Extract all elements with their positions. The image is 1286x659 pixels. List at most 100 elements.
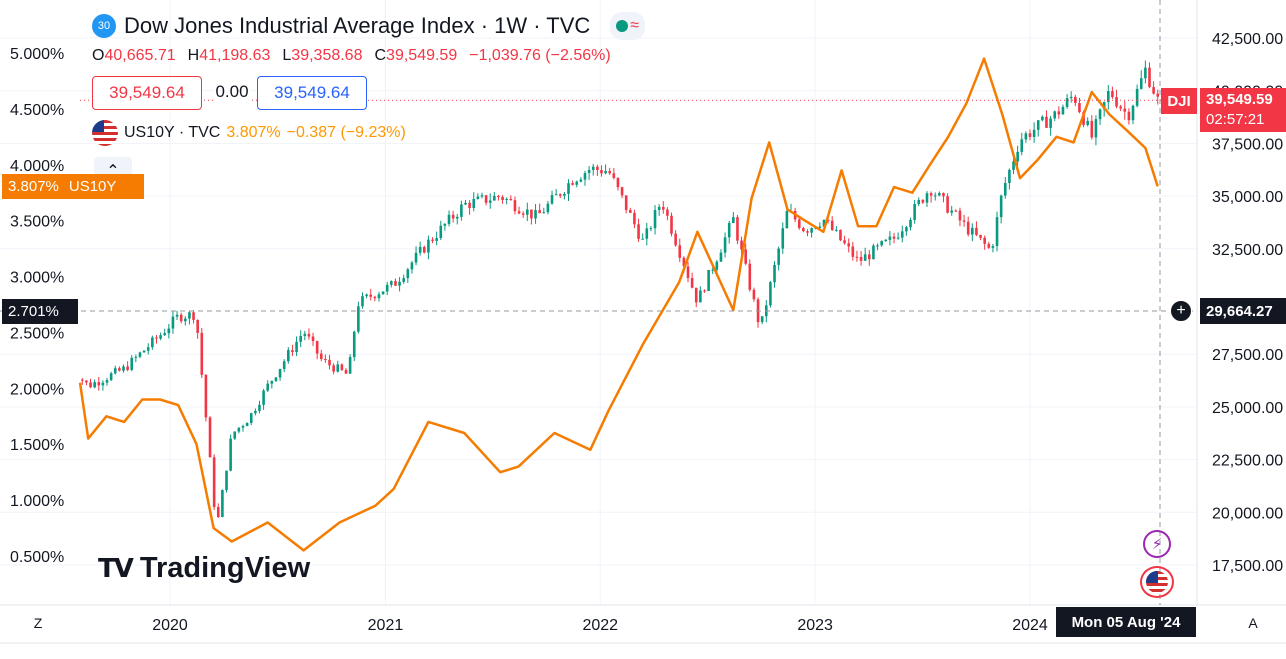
- candle-body: [493, 195, 496, 201]
- candle-body: [480, 195, 484, 197]
- candle-body: [488, 200, 492, 203]
- x-tick-label: 2023: [797, 617, 833, 634]
- candle-body: [229, 438, 232, 471]
- x-tick-label: 2021: [368, 617, 404, 634]
- candle-body: [262, 390, 265, 405]
- candle-body: [530, 209, 533, 219]
- add-alert-plus-icon[interactable]: +: [1170, 300, 1192, 322]
- right-tick-label: 42,500.00: [1212, 31, 1283, 48]
- candle-body: [1078, 102, 1081, 113]
- main-legend: 30 Dow Jones Industrial Average Index · …: [92, 12, 646, 70]
- buy-button[interactable]: 39,549.64: [257, 76, 367, 110]
- candle-body: [909, 219, 912, 228]
- candle-body: [1024, 133, 1028, 140]
- candle-body: [612, 173, 616, 178]
- candle-body: [987, 243, 991, 248]
- candle-body: [1102, 102, 1106, 110]
- low-value: 39,358.68: [291, 47, 363, 64]
- candle-body: [991, 246, 995, 248]
- candle-body: [369, 294, 373, 297]
- us-economic-event-icon[interactable]: [1140, 566, 1174, 598]
- compare-legend[interactable]: US10Y · TVC 3.807% −0.387 (−9.23%): [92, 120, 406, 146]
- candle-body: [435, 238, 438, 241]
- left-tick-label: 2.500%: [10, 325, 64, 342]
- candle-body: [443, 223, 447, 226]
- candle-body: [142, 350, 146, 353]
- candle-body: [324, 359, 327, 361]
- candle-body: [896, 237, 900, 239]
- x-tick-label: 2020: [152, 617, 188, 634]
- candle-body: [455, 216, 459, 219]
- market-status-pill[interactable]: ≈: [610, 12, 646, 40]
- candle-body: [661, 206, 665, 210]
- candle-body: [995, 217, 999, 247]
- candle-body: [851, 246, 855, 257]
- candle-body: [348, 357, 352, 374]
- candle-body: [1144, 67, 1147, 79]
- candle-body: [422, 247, 426, 253]
- candle-body: [398, 281, 401, 286]
- candle-body: [884, 239, 888, 242]
- dji-last-price: 39,549.59: [1206, 91, 1273, 108]
- candle-body: [641, 238, 644, 240]
- left-tick-label: 4.000%: [10, 158, 64, 175]
- candle-body: [216, 506, 220, 518]
- candle-body: [999, 195, 1003, 218]
- dji-price-tag: 39,549.59 02:57:21: [1200, 88, 1286, 132]
- candle-body: [204, 374, 208, 418]
- candle-body: [587, 169, 591, 174]
- candle-body: [311, 336, 315, 342]
- candle-body: [835, 229, 838, 231]
- candle-body: [402, 278, 405, 282]
- candle-body: [950, 210, 954, 213]
- candle-body: [781, 228, 785, 249]
- candle-body: [249, 413, 253, 424]
- ohlc-values: O40,665.71 H41,198.63 L39,358.68 C39,549…: [92, 42, 645, 70]
- candle-body: [258, 404, 261, 411]
- candle-body: [254, 410, 257, 414]
- x-axis-ticks: 2020 2021 2022 2023 2024: [152, 617, 1048, 634]
- candle-body: [785, 211, 789, 229]
- tradingview-mark-icon: 𝗧𝗩: [98, 553, 134, 583]
- candle-body: [653, 210, 657, 229]
- candle-body: [282, 361, 286, 369]
- scale-auto-label: A: [1248, 615, 1258, 631]
- scale-auto-button[interactable]: A: [1242, 612, 1264, 634]
- sell-button[interactable]: 39,549.64: [92, 76, 202, 110]
- candle-body: [179, 314, 183, 322]
- candle-body: [431, 239, 434, 241]
- candle-body: [315, 341, 319, 354]
- candle-body: [130, 357, 134, 370]
- candle-body: [777, 248, 780, 265]
- symbol-badge[interactable]: 30: [92, 14, 116, 38]
- candle-body: [118, 368, 121, 371]
- candle-body: [237, 427, 241, 432]
- candle-body: [89, 382, 92, 388]
- candle-body: [1131, 105, 1135, 121]
- date-crosshair-tag: Mon 05 Aug '24: [1056, 607, 1196, 637]
- candle-body: [1020, 139, 1024, 152]
- candle-body: [319, 353, 323, 360]
- scale-log-button[interactable]: Z: [27, 612, 49, 634]
- candle-body: [167, 328, 171, 334]
- candle-body: [1053, 111, 1057, 119]
- low-label: L: [282, 47, 292, 64]
- candle-body: [938, 193, 941, 196]
- candle-body: [649, 228, 653, 230]
- candle-body: [913, 203, 916, 220]
- candle-body: [122, 366, 125, 371]
- candle-body: [703, 290, 706, 292]
- candle-body: [958, 210, 962, 221]
- lightning-event-icon[interactable]: ⚡: [1143, 530, 1171, 558]
- candle-body: [501, 197, 504, 200]
- candle-body: [600, 169, 603, 174]
- candle-body: [101, 382, 105, 386]
- candle-body: [307, 333, 311, 337]
- candle-body: [171, 316, 175, 329]
- symbol-title[interactable]: Dow Jones Industrial Average Index · 1W …: [124, 13, 591, 38]
- candle-body: [711, 269, 715, 271]
- candle-body: [933, 195, 937, 197]
- candle-body: [505, 198, 509, 200]
- candle-body: [472, 198, 476, 209]
